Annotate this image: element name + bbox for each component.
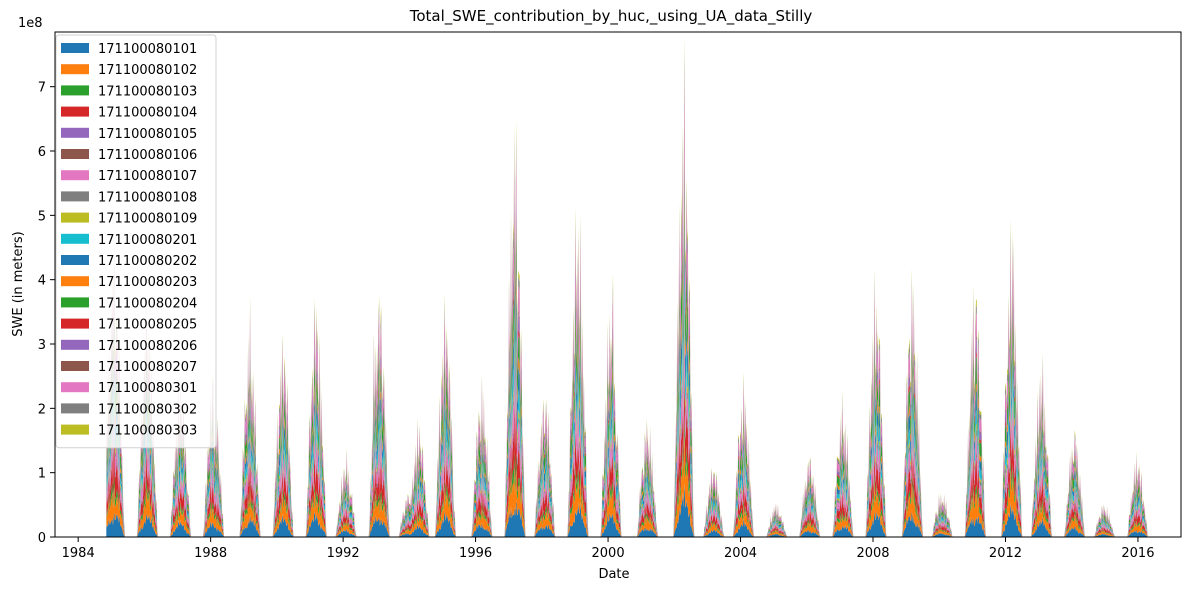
chart-title: Total_SWE_contribution_by_huc,_using_UA_… xyxy=(409,7,813,26)
legend-swatch xyxy=(61,127,89,138)
legend-swatch xyxy=(61,382,89,393)
plot-frame xyxy=(54,31,1182,538)
legend-label: 171100080106 xyxy=(98,148,197,163)
x-tick-label: 1988 xyxy=(194,546,227,561)
x-tick-label: 1996 xyxy=(459,546,492,561)
legend-swatch xyxy=(61,339,89,350)
legend-swatch xyxy=(61,191,89,202)
legend-label: 171100080303 xyxy=(98,424,197,439)
legend-swatch xyxy=(61,212,89,223)
y-tick-label: 1 xyxy=(38,467,46,482)
legend-label: 171100080204 xyxy=(98,296,197,311)
y-tick-label: 0 xyxy=(38,531,46,546)
legend-swatch xyxy=(61,318,89,329)
legend-swatch xyxy=(61,149,89,159)
legend-label: 171100080105 xyxy=(98,127,197,142)
x-tick-label: 2000 xyxy=(592,546,625,561)
legend-label: 171100080107 xyxy=(98,169,197,184)
legend-label: 171100080108 xyxy=(98,190,197,205)
y-tick-label: 7 xyxy=(38,81,46,96)
x-tick-label: 2008 xyxy=(856,546,889,561)
y-tick-label: 6 xyxy=(38,145,46,160)
legend-swatch xyxy=(61,424,89,435)
legend-label: 171100080109 xyxy=(98,212,197,227)
series-area-171100080101 xyxy=(106,482,1148,537)
series-layer xyxy=(106,35,1148,538)
x-tick-label: 2004 xyxy=(724,546,757,561)
legend-label: 171100080205 xyxy=(98,318,197,333)
legend-label: 171100080101 xyxy=(98,42,197,57)
legend: 171100080101 171100080102 171100080103 1711… xyxy=(55,34,217,449)
y-axis: 0 1 2 3 4 5 6 7 xyxy=(38,81,55,546)
legend-swatch xyxy=(61,64,89,75)
y-tick-label: 5 xyxy=(38,209,46,224)
x-tick-label: 2012 xyxy=(989,546,1022,561)
legend-box xyxy=(55,34,217,449)
legend-swatch xyxy=(61,233,89,244)
legend-label: 171100080202 xyxy=(98,254,197,269)
legend-swatch xyxy=(61,403,89,414)
legend-label: 171100080104 xyxy=(98,106,197,121)
x-axis: 1984 1988 1992 1996 2000 2004 2008 2012 2016 xyxy=(62,537,1154,561)
x-tick-label: 2016 xyxy=(1121,546,1154,561)
legend-label: 171100080201 xyxy=(98,233,197,248)
legend-label: 171100080302 xyxy=(98,402,197,417)
legend-swatch xyxy=(61,361,89,371)
legend-swatch xyxy=(61,170,89,181)
legend-swatch xyxy=(61,255,89,265)
legend-label: 171100080203 xyxy=(98,275,197,290)
y-tick-label: 3 xyxy=(38,338,46,353)
y-axis-label: SWE (in meters) xyxy=(11,231,26,336)
legend-label: 171100080103 xyxy=(98,84,197,99)
legend-swatch xyxy=(61,43,89,53)
y-tick-label: 2 xyxy=(38,402,46,417)
legend-swatch xyxy=(61,106,89,117)
x-tick-label: 1992 xyxy=(327,546,360,561)
legend-label: 171100080102 xyxy=(98,63,197,78)
x-axis-label: Date xyxy=(598,567,629,582)
legend-label: 171100080301 xyxy=(98,381,197,396)
legend-swatch xyxy=(61,276,89,287)
legend-label: 171100080207 xyxy=(98,360,197,375)
x-tick-label: 1984 xyxy=(62,546,95,561)
y-scale-label: 1e8 xyxy=(18,16,43,31)
y-tick-label: 4 xyxy=(38,274,46,289)
legend-swatch xyxy=(61,85,89,96)
legend-swatch xyxy=(61,297,89,308)
legend-label: 171100080206 xyxy=(98,339,197,354)
